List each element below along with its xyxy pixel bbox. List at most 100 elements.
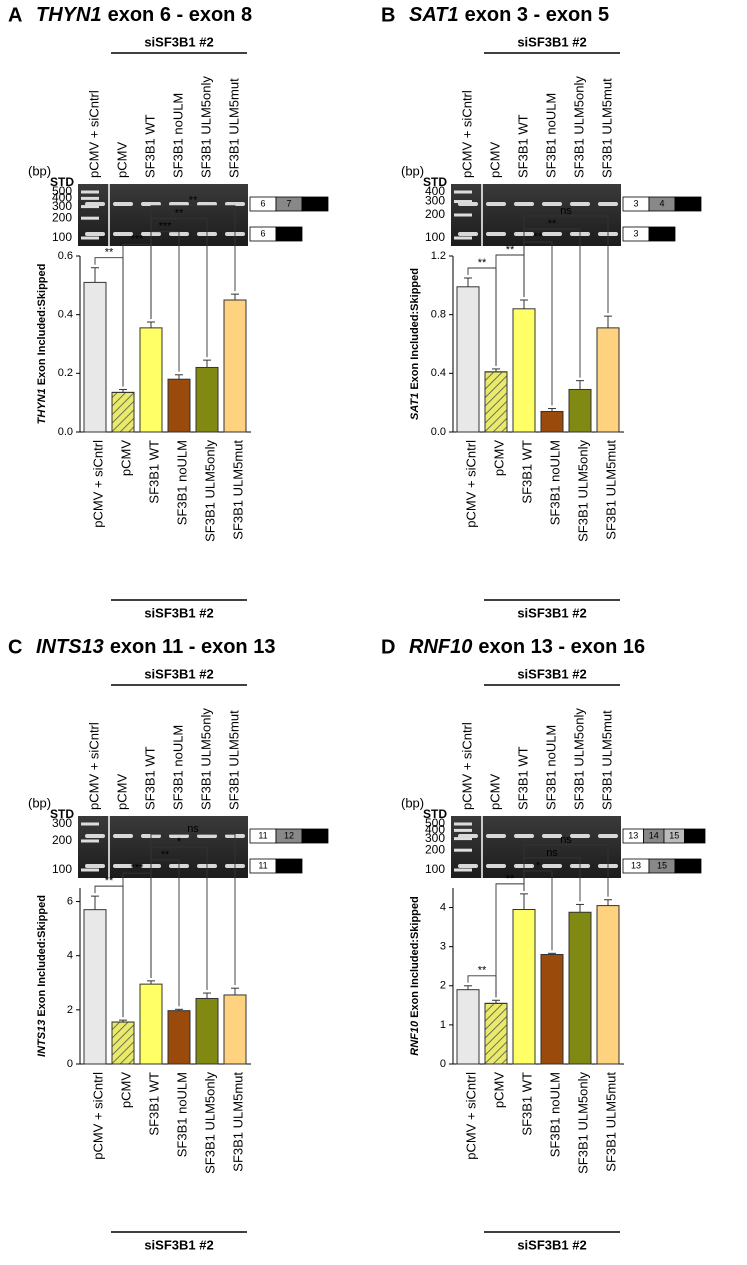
significance-label: *** — [131, 862, 145, 874]
lane-label: SF3B1 noULM — [543, 725, 558, 810]
bar — [195, 366, 219, 433]
x-tick-label: SF3B1 ULM5only — [575, 1072, 590, 1174]
ladder-band — [454, 236, 472, 240]
gel-image — [451, 184, 621, 246]
exon-label: 13 — [284, 860, 294, 870]
gene-name: SAT1 — [409, 4, 459, 26]
size-label: 400 — [425, 823, 445, 837]
y-tick-label: 0.4 — [58, 309, 73, 321]
exon-label: 8 — [312, 198, 317, 208]
gel-band — [458, 202, 478, 206]
y-tick-label: 4 — [67, 950, 73, 962]
x-tick-label: SF3B1 WT — [519, 440, 534, 504]
x-tick-label: SF3B1 noULM — [547, 440, 562, 525]
lane-label: pCMV — [114, 142, 129, 178]
size-label: 300 — [425, 831, 445, 845]
bar — [167, 378, 191, 433]
gel-band — [542, 202, 562, 206]
lane-label: SF3B1 ULM5mut — [226, 710, 241, 810]
gel-band — [141, 202, 161, 206]
x-tick-label: SF3B1 WT — [146, 1072, 161, 1136]
x-tick-label: SF3B1 noULM — [174, 1072, 189, 1157]
panel-title: SAT1 exon 3 - exon 5 — [409, 4, 609, 26]
gel-band — [85, 202, 105, 206]
lane-label: SF3B1 noULM — [170, 725, 185, 810]
lane-label: pCMV + siCntrl — [459, 722, 474, 810]
significance-label: ns — [560, 205, 572, 217]
title-rest: exon 6 - exon 8 — [108, 4, 253, 26]
title-rest: exon 13 - exon 16 — [478, 636, 645, 658]
gene-name: RNF10 — [409, 636, 472, 658]
exon-label: 3 — [633, 228, 638, 238]
bar — [568, 911, 592, 1065]
significance-label: ns — [187, 823, 199, 835]
exon-box — [275, 858, 303, 874]
bar — [195, 997, 219, 1065]
gel-band — [197, 834, 217, 838]
lane-label: pCMV — [487, 142, 502, 178]
lane-label: pCMV + siCntrl — [459, 90, 474, 178]
size-label: 100 — [52, 230, 72, 244]
panel: A THYN1 exon 6 - exon 8 siSF3B1 #2 pCMV + si… — [8, 4, 329, 620]
bar — [512, 909, 536, 1065]
significance-label: ** — [534, 231, 543, 243]
ladder-band — [454, 190, 472, 194]
exon-box — [275, 226, 303, 242]
gel-image — [451, 816, 621, 878]
gel-band — [458, 864, 478, 868]
y-tick-label: 0.2 — [58, 367, 73, 379]
x-tick-label: pCMV + siCntrl — [90, 440, 105, 528]
significance-label: * — [177, 836, 182, 848]
x-tick-label: SF3B1 ULM5mut — [603, 1072, 618, 1172]
size-label: 100 — [52, 862, 72, 876]
bar — [540, 410, 564, 433]
group-label: siSF3B1 #2 — [517, 666, 586, 681]
exon-label: 6 — [260, 228, 265, 238]
unit-label: (bp) — [401, 163, 424, 178]
marker-label: STD — [423, 175, 447, 189]
group-label-bottom: siSF3B1 #2 — [517, 605, 586, 620]
bar — [540, 953, 564, 1065]
exon-box — [684, 828, 706, 844]
lane-label: pCMV + siCntrl — [86, 722, 101, 810]
lane-label: SF3B1 ULM5only — [571, 708, 586, 810]
x-tick-label: pCMV — [491, 1072, 506, 1108]
exon-label: 13 — [628, 830, 638, 840]
panel-title: RNF10 exon 13 - exon 16 — [409, 636, 645, 658]
significance-label: ** — [548, 218, 557, 230]
ladder-band — [81, 205, 99, 209]
bar-hatch — [484, 1002, 508, 1065]
exon-box — [674, 196, 702, 212]
gel-band — [113, 864, 133, 868]
y-title-rest: Exon Included:Skipped — [409, 896, 421, 1018]
lane-label: SF3B1 ULM5only — [198, 708, 213, 810]
marker-label: STD — [423, 807, 447, 821]
lane-label: SF3B1 WT — [142, 114, 157, 178]
y-tick-label: 0.6 — [58, 250, 73, 262]
size-label: 500 — [52, 184, 72, 198]
significance-label: ** — [506, 873, 515, 885]
gel-band — [113, 834, 133, 838]
bar — [596, 905, 620, 1065]
exon-label: 13 — [631, 860, 641, 870]
bar — [223, 994, 247, 1065]
y-tick-label: 6 — [67, 895, 73, 907]
lane-label: SF3B1 ULM5mut — [599, 78, 614, 178]
y-title-gene: SAT1 — [409, 393, 421, 420]
bar-hatch — [111, 391, 135, 433]
y-tick-label: 2 — [440, 980, 446, 992]
lane-label: SF3B1 ULM5only — [198, 76, 213, 178]
x-tick-label: pCMV — [118, 440, 133, 476]
ladder-band — [454, 822, 472, 826]
exon-label: 8 — [286, 228, 291, 238]
size-label: 300 — [52, 816, 72, 830]
lane-label: SF3B1 WT — [515, 746, 530, 810]
size-label: 200 — [425, 842, 445, 856]
lane-label: pCMV — [487, 774, 502, 810]
ladder-band — [81, 839, 99, 843]
ladder-band — [81, 216, 99, 220]
gel-band — [514, 202, 534, 206]
significance-bracket — [523, 215, 609, 314]
size-label: 200 — [52, 833, 72, 847]
